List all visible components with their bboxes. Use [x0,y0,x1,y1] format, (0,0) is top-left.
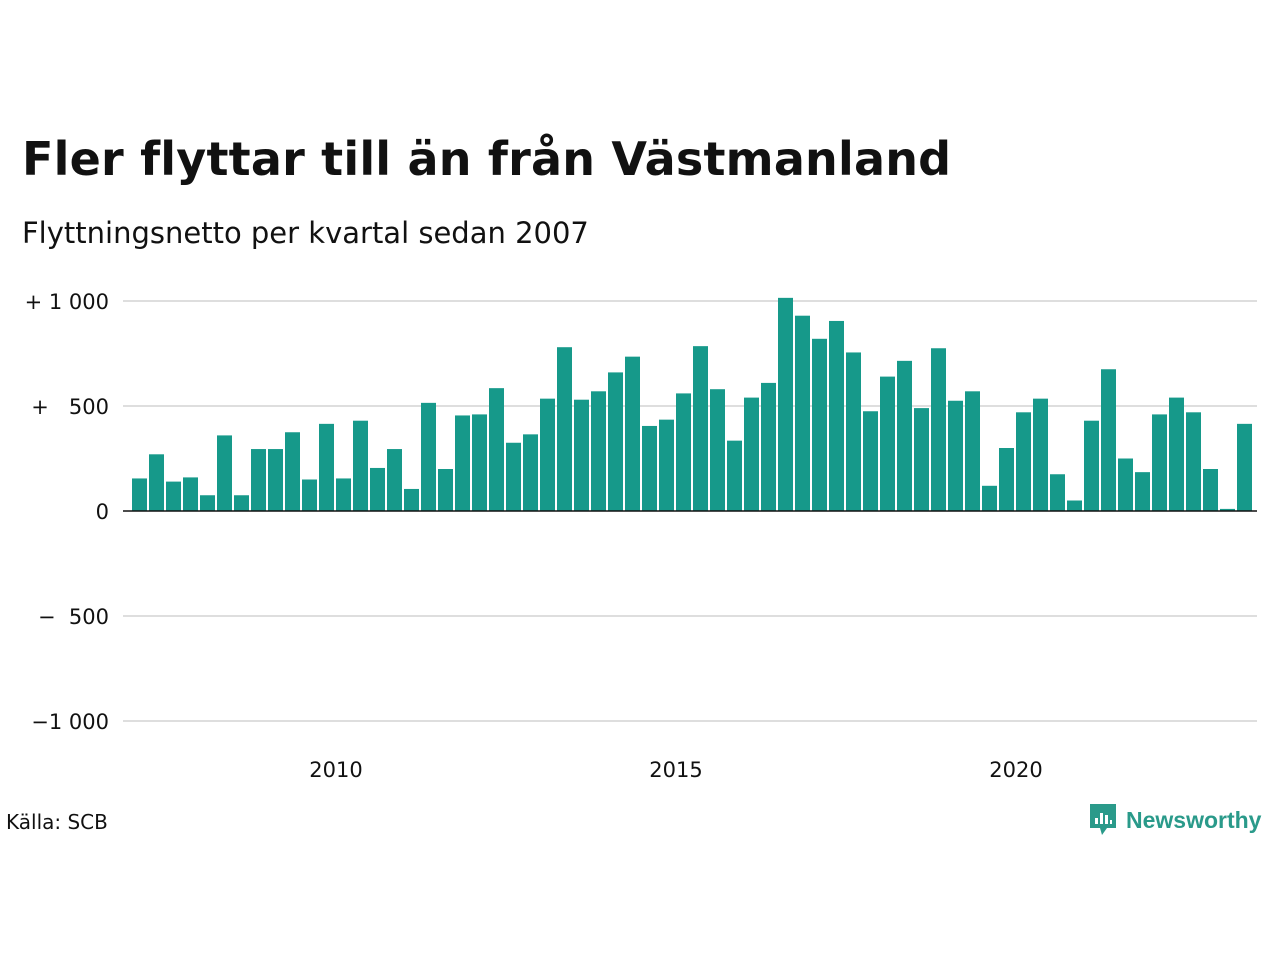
bars [132,297,1252,511]
bar [506,442,521,511]
bar [710,389,725,511]
bar [812,338,827,511]
bar [455,415,470,511]
bar [591,391,606,511]
brand-name: Newsworthy [1126,806,1262,833]
bar [353,420,368,511]
bar [1152,414,1167,511]
x-tick-label: 2010 [309,758,362,782]
bar [676,393,691,511]
chart-subtitle: Flyttningsnetto per kvartal sedan 2007 [22,216,589,250]
bar [1169,397,1184,511]
bar [1186,412,1201,511]
bar [1118,458,1133,511]
bar [557,347,572,511]
bar [982,485,997,511]
source-note: Källa: SCB [6,810,108,834]
bar [897,360,912,511]
bar [132,478,147,511]
bar [1084,420,1099,511]
x-tick-label: 2020 [989,758,1042,782]
bar [421,402,436,511]
bar [693,346,708,511]
bar [999,448,1014,511]
gridlines [123,300,1257,722]
bar [829,320,844,511]
bar [1101,369,1116,511]
y-tick-label: + 1 000 [25,290,109,314]
y-tick-label: 0 [96,500,109,524]
bar [574,399,589,511]
bar [302,479,317,511]
bar [1237,423,1252,511]
bar [778,297,793,511]
bar [200,495,215,511]
y-tick-label: + 500 [31,395,109,419]
bar [1033,398,1048,511]
bar [1050,474,1065,511]
bar [1203,469,1218,511]
bar [761,382,776,511]
y-axis-labels: + 1 000 + 500 0 − 500 −1 000 [25,290,109,734]
bar [268,449,283,511]
bar [540,398,555,511]
bar [625,356,640,511]
bar [370,467,385,511]
bar [523,434,538,511]
bar [1016,412,1031,511]
bar [404,488,419,511]
bar [489,388,504,511]
bar [166,481,181,511]
x-tick-label: 2015 [649,758,702,782]
bar [727,440,742,511]
bar [795,315,810,511]
bar [659,419,674,511]
y-tick-label: − 500 [38,605,109,629]
bar [472,414,487,511]
bar [149,454,164,511]
bar [948,400,963,511]
newsworthy-logo-icon [1090,804,1116,835]
bar [183,477,198,511]
bar [217,435,232,511]
bar [251,449,266,511]
bar [880,376,895,511]
bar [608,372,623,511]
bar [914,408,929,511]
bar [1220,508,1235,511]
newsworthy-logo: Newsworthy [1088,802,1261,838]
bar [744,397,759,511]
y-tick-label: −1 000 [31,710,109,734]
bar [387,449,402,511]
bar [1135,472,1150,511]
bar [234,495,249,511]
bar [863,411,878,511]
chart-title: Fler flyttar till än från Västmanland [22,132,952,186]
x-axis-labels: 2010 2015 2020 [309,758,1042,782]
bar [319,423,334,511]
bar [438,469,453,511]
bar [285,432,300,511]
bar [642,425,657,511]
bar [931,348,946,511]
bar [965,391,980,511]
bar [336,478,351,511]
bar [846,352,861,511]
bar [1067,500,1082,511]
